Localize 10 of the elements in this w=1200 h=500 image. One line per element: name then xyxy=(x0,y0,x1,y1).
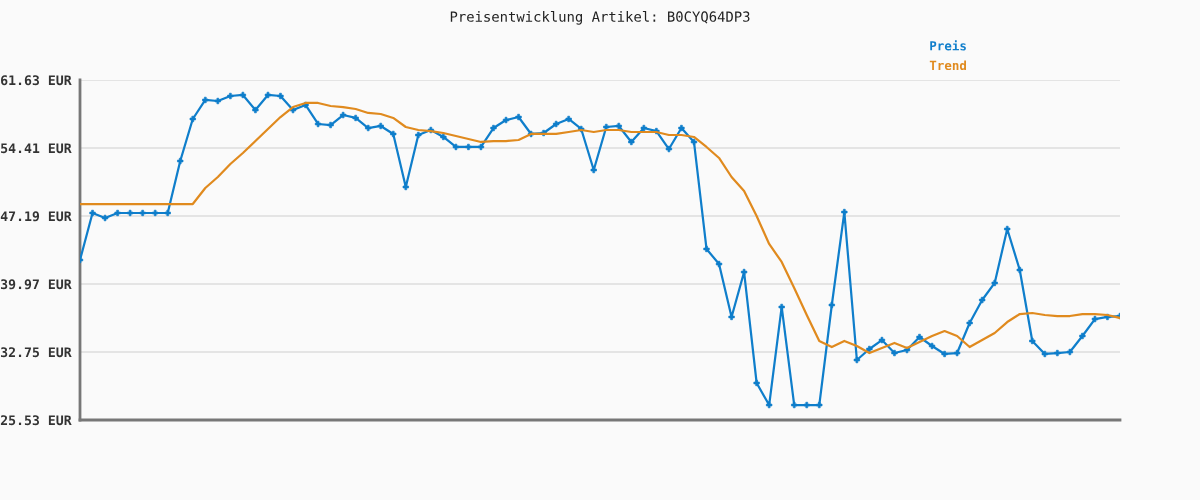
text: Trend xyxy=(929,60,966,71)
y-tick-label: 32.75 EUR xyxy=(0,347,72,358)
y-tick-label: 54.41 EUR xyxy=(1,143,72,154)
y-tick-label: 61.63 EUR xyxy=(1,75,72,86)
y-tick-label: 25.53 EUR xyxy=(0,415,72,426)
text: Preis xyxy=(930,40,966,51)
y-tick-label: 47.19 EUR xyxy=(0,211,72,222)
y-tick-label: 39.97 EUR xyxy=(0,279,72,290)
chart-title: Preisentwicklung Artikel: B0CYQ64DP3 xyxy=(450,11,750,25)
line-series xyxy=(80,101,1120,355)
